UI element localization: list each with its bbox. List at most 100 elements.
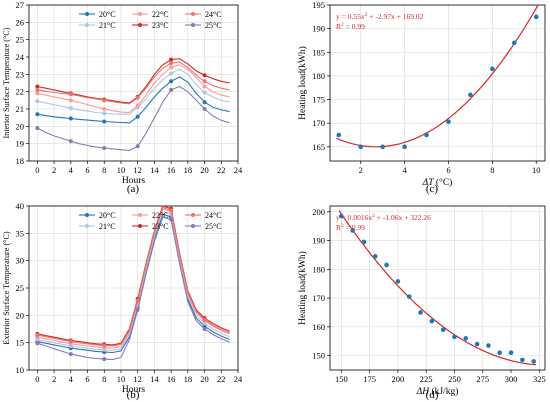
x-tick-label: 10 bbox=[532, 165, 541, 175]
x-tick-label: 12 bbox=[133, 374, 142, 384]
series-point-22C bbox=[202, 84, 207, 89]
series-point-24C bbox=[135, 95, 140, 100]
x-tick-label: 275 bbox=[476, 374, 489, 384]
x-tick-label: 24 bbox=[234, 374, 243, 384]
x-tick-label: 4 bbox=[69, 374, 74, 384]
series-point-25C bbox=[68, 139, 73, 144]
panel-label: (d) bbox=[426, 389, 439, 401]
y-tick-label: 160 bbox=[312, 322, 325, 332]
x-tick-label: 325 bbox=[533, 374, 546, 384]
series-point-24C bbox=[35, 333, 40, 338]
y-tick-label: 22 bbox=[16, 87, 25, 97]
series-line-21C bbox=[37, 210, 230, 351]
x-tick-label: 16 bbox=[167, 165, 176, 175]
series-point-22C bbox=[35, 91, 40, 96]
x-tick-label: 18 bbox=[184, 165, 193, 175]
plot-frame bbox=[329, 4, 546, 162]
series-point-25C bbox=[202, 107, 207, 111]
legend-marker-24C bbox=[191, 213, 195, 217]
series-point-21C bbox=[169, 71, 174, 76]
legend-marker-24C bbox=[191, 12, 195, 16]
legend-label: 24°C bbox=[205, 10, 222, 19]
series-point-25C bbox=[102, 146, 107, 150]
data-point bbox=[468, 92, 473, 98]
x-axis-label: Hours bbox=[122, 385, 146, 395]
y-tick-label: 190 bbox=[312, 236, 325, 246]
fit-equation: y = 0.55x2 + -2.97x + 169.02 bbox=[336, 12, 424, 21]
y-tick-label: 190 bbox=[312, 24, 325, 34]
x-tick-label: 200 bbox=[392, 374, 405, 384]
legend-label: 22°C bbox=[152, 211, 169, 220]
x-tick-label: 175 bbox=[363, 374, 376, 384]
fit-equation-main: y = 0.55x bbox=[336, 12, 365, 21]
series-point-25C bbox=[35, 126, 40, 131]
x-tick-label: 22 bbox=[217, 165, 226, 175]
data-point bbox=[418, 310, 423, 315]
panel-a: 0 2 4 6 8 10 12 14 16 18 20 22 241819202122232425262… bbox=[2, 0, 243, 195]
data-point bbox=[339, 213, 344, 219]
series-line-23C bbox=[37, 58, 230, 104]
x-axis-label: ΔH (kJ/kg) bbox=[416, 386, 459, 397]
series-point-24C bbox=[202, 79, 207, 84]
series-point-23C bbox=[35, 84, 40, 89]
data-point bbox=[384, 262, 389, 268]
y-tick-label: 170 bbox=[312, 118, 325, 128]
legend-marker-20C bbox=[85, 213, 89, 217]
y-tick-label: 165 bbox=[312, 142, 325, 152]
data-point bbox=[463, 336, 469, 341]
legend-marker-22C bbox=[138, 213, 142, 217]
series-point-21C bbox=[202, 321, 207, 326]
y-tick-label: 18 bbox=[16, 156, 25, 166]
series-point-20C bbox=[169, 79, 174, 84]
y-tick-label: 20 bbox=[16, 310, 25, 320]
fit-equation-exp: 2 bbox=[372, 213, 375, 219]
legend-label: 20°C bbox=[99, 211, 116, 220]
x-tick-label: 250 bbox=[448, 374, 461, 384]
data-point bbox=[350, 228, 355, 233]
series-point-25C bbox=[68, 352, 73, 357]
x-axis-label-symbol: ΔT bbox=[422, 178, 435, 188]
y-tick-label: 26 bbox=[16, 17, 25, 27]
x-tick-label: 4 bbox=[402, 165, 407, 175]
x-axis-label-unit: (°C) bbox=[434, 177, 453, 188]
y-tick-label: 150 bbox=[312, 351, 325, 361]
legend-marker-23C bbox=[138, 23, 142, 27]
y-tick-label: 27 bbox=[16, 0, 25, 10]
x-tick-label: 300 bbox=[505, 374, 518, 384]
data-point bbox=[497, 350, 503, 356]
x-tick-label: 22 bbox=[217, 374, 226, 384]
legend-marker-21C bbox=[85, 23, 89, 27]
x-axis-label: ΔT (°C) bbox=[422, 177, 453, 188]
fit-r-squared: R2 = 0.99 bbox=[336, 22, 365, 31]
x-tick-label: 4 bbox=[69, 165, 74, 175]
y-axis-label: Heating load(kWh) bbox=[297, 251, 308, 325]
data-point bbox=[520, 357, 525, 363]
fit-r-squared: R2 = 0.99 bbox=[336, 223, 365, 232]
data-point bbox=[490, 66, 495, 72]
y-tick-label: 20 bbox=[16, 121, 25, 131]
r-squared-exp: 2 bbox=[341, 22, 344, 28]
panel-label: (c) bbox=[426, 183, 439, 195]
x-tick-label: 150 bbox=[335, 374, 348, 384]
legend-label: 23°C bbox=[152, 21, 169, 30]
data-point bbox=[361, 239, 367, 245]
x-tick-label: 2 bbox=[359, 165, 363, 175]
data-point bbox=[452, 334, 457, 340]
x-tick-label: 8 bbox=[102, 165, 106, 175]
y-tick-label: 25 bbox=[16, 283, 25, 293]
series-point-24C bbox=[102, 98, 107, 103]
x-tick-label: 8 bbox=[490, 165, 494, 175]
y-tick-label: 40 bbox=[16, 201, 25, 211]
x-tick-label: 2 bbox=[52, 374, 56, 384]
r-squared-exp: 2 bbox=[341, 223, 344, 229]
gridlines bbox=[330, 206, 545, 370]
series-point-21C bbox=[202, 90, 207, 95]
data-point bbox=[380, 144, 385, 150]
series-point-25C bbox=[135, 307, 140, 312]
y-tick-label: 10 bbox=[16, 365, 25, 375]
fit-curve bbox=[338, 210, 536, 366]
legend-label: 24°C bbox=[205, 211, 222, 220]
plot-frame bbox=[329, 205, 546, 371]
legend-marker-25C bbox=[191, 23, 195, 27]
